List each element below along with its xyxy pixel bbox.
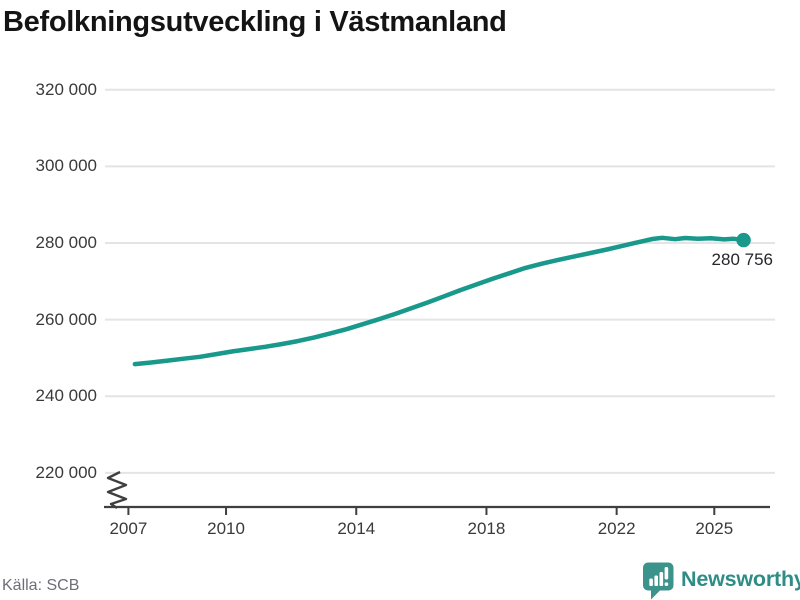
source-note: Källa: SCB	[2, 577, 80, 594]
newsworthy-logo: Newsworthy	[643, 562, 800, 600]
y-axis-tick-label: 240 000	[35, 386, 97, 406]
bar-chart-speech-bubble-icon	[643, 562, 674, 600]
y-axis-tick-label: 260 000	[35, 309, 97, 329]
x-axis-tick-label: 2018	[467, 519, 506, 538]
y-axis-tick-label: 220 000	[35, 462, 97, 482]
x-axis-tick-label: 2014	[337, 519, 376, 538]
x-axis-tick-label: 2010	[207, 519, 245, 538]
last-point-dot	[736, 232, 751, 248]
brand-name: Newsworthy	[681, 567, 800, 591]
last-value-label: 280 756	[711, 250, 773, 269]
x-axis-tick-label: 2007	[109, 519, 148, 538]
y-axis-tick-label: 320 000	[35, 79, 97, 99]
y-axis-tick-label: 300 000	[35, 156, 97, 176]
population-line	[132, 235, 746, 367]
y-axis-break-icon	[106, 470, 128, 509]
x-axis-tick-label: 2025	[695, 519, 734, 538]
page-title: Befolkningsutveckling i Västmanland	[3, 6, 507, 38]
y-axis-tick-label: 280 000	[35, 233, 97, 252]
x-axis-tick-label: 2022	[597, 519, 636, 538]
